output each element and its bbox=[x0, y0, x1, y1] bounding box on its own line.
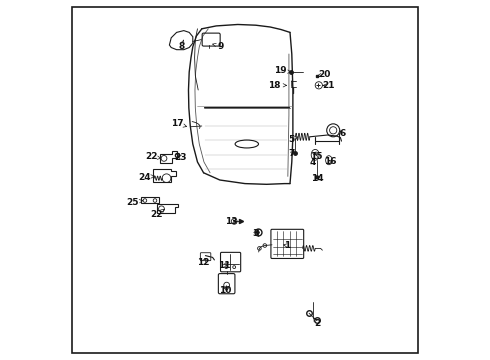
Text: 6: 6 bbox=[339, 129, 345, 138]
Text: 20: 20 bbox=[318, 71, 330, 80]
Text: 9: 9 bbox=[218, 42, 224, 51]
Text: 24: 24 bbox=[139, 173, 151, 182]
Text: 13: 13 bbox=[225, 217, 238, 226]
Text: 16: 16 bbox=[324, 157, 337, 166]
Text: 5: 5 bbox=[288, 135, 294, 144]
Text: 3: 3 bbox=[252, 229, 258, 238]
Text: 15: 15 bbox=[310, 152, 322, 161]
Text: 4: 4 bbox=[310, 158, 316, 167]
Text: 22: 22 bbox=[145, 152, 158, 161]
Text: 8: 8 bbox=[178, 42, 184, 51]
Text: 22: 22 bbox=[150, 210, 163, 220]
Text: 17: 17 bbox=[171, 120, 184, 129]
Text: 14: 14 bbox=[311, 174, 323, 183]
Text: 25: 25 bbox=[126, 198, 139, 207]
Text: 19: 19 bbox=[274, 66, 287, 76]
Text: 23: 23 bbox=[174, 153, 187, 162]
Text: 10: 10 bbox=[219, 287, 231, 295]
Text: 18: 18 bbox=[268, 81, 281, 90]
Text: 1: 1 bbox=[284, 241, 291, 250]
Text: 7: 7 bbox=[288, 149, 294, 158]
Text: 2: 2 bbox=[314, 319, 320, 328]
Text: 11: 11 bbox=[218, 261, 231, 270]
Text: 12: 12 bbox=[197, 258, 210, 266]
Text: 21: 21 bbox=[322, 81, 335, 90]
